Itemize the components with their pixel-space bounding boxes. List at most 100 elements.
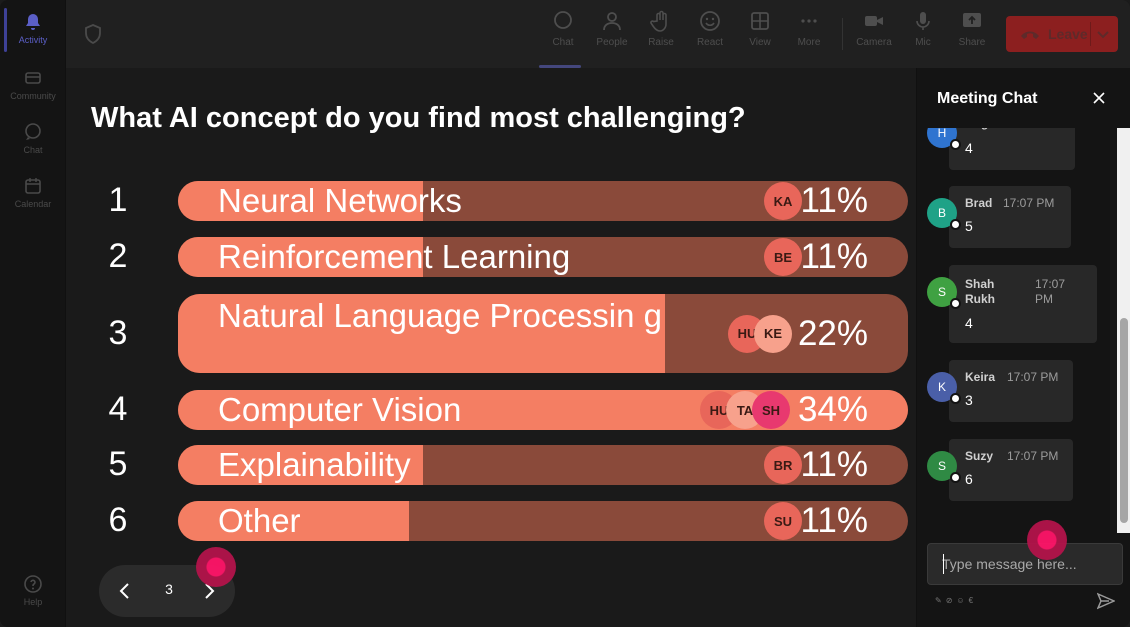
option-percent: 11% (800, 237, 868, 276)
chat-avatar: H (927, 128, 961, 150)
raise-button-label: Raise (648, 37, 674, 48)
option-result-fill (178, 501, 410, 541)
view-button[interactable]: View (738, 10, 782, 60)
send-icon[interactable] (1097, 592, 1115, 610)
rail-item-help[interactable]: Help (0, 566, 66, 618)
chat-message-text: 5 (965, 218, 973, 234)
rail-item-label: Activity (18, 35, 48, 45)
calendar-icon (25, 178, 41, 194)
chat-author: Suzy (965, 449, 994, 463)
voter-avatar: SH (752, 391, 790, 429)
chat-scrollbar[interactable] (1117, 128, 1130, 533)
voter-avatar: SU (764, 502, 802, 540)
chevron-left-icon[interactable] (115, 579, 135, 603)
poll-option-row: 1 Neural Networks KA 11% (66, 181, 916, 221)
close-icon[interactable] (1091, 90, 1107, 106)
leave-button[interactable]: Leave (1006, 16, 1118, 52)
chevron-down-icon[interactable] (1096, 27, 1110, 41)
gif-icon[interactable]: € (968, 596, 974, 605)
option-result-fill (178, 181, 423, 221)
chat-message-text: 3 (965, 392, 973, 408)
chat-message: Hugh 17:07 PM 4 (949, 128, 1075, 170)
rail-item-calendar[interactable]: Calendar (0, 168, 66, 220)
chat-icon (25, 123, 41, 140)
more-button[interactable]: More (787, 10, 831, 60)
rail-item-label: Community (10, 91, 56, 101)
attach-icon[interactable]: ⊘ (945, 596, 953, 605)
emoji-icon[interactable]: ☺ (956, 596, 965, 605)
text-caret (943, 554, 944, 574)
share-button-label: Share (958, 37, 986, 48)
share-button[interactable]: Share (950, 10, 994, 60)
chat-message-text: 4 (965, 315, 973, 331)
option-result-fill (178, 445, 423, 485)
shield-icon (85, 24, 101, 44)
chat-avatar-initial: S (937, 459, 946, 473)
option-number: 3 (108, 313, 128, 352)
chat-button[interactable]: Chat (539, 10, 585, 68)
option-result-bar: Explainability BR 11% (178, 445, 908, 485)
chat-avatar-initial: H (937, 128, 947, 140)
voter-avatar: KA (764, 182, 802, 220)
scrollbar-thumb[interactable] (1120, 318, 1128, 523)
presence-dot (950, 472, 961, 483)
voter-avatar: BR (764, 446, 802, 484)
rail-item-activity[interactable]: Activity (0, 4, 66, 56)
mic-button[interactable]: Mic (901, 10, 945, 60)
option-result-fill (178, 237, 423, 277)
option-number: 5 (108, 445, 128, 483)
presence-dot (950, 219, 961, 230)
leave-button-label: Leave (1048, 26, 1088, 42)
people-button[interactable]: People (590, 10, 634, 60)
poll-option-row: 3 Natural Language Processin g HU KE 22% (66, 294, 916, 373)
chat-avatar: S (927, 451, 961, 483)
chat-button-label: Chat (552, 37, 574, 48)
chat-timestamp: 17:07 PM (1007, 128, 1058, 130)
chat-avatar: S (927, 277, 961, 309)
people-button-label: People (596, 37, 628, 48)
chat-message: Suzy 17:07 PM 6 (949, 439, 1073, 501)
rail-item-chat[interactable]: Chat (0, 114, 66, 166)
rail-item-label: Calendar (14, 199, 52, 209)
poll-option-row: 6 Other SU 11% (66, 501, 916, 541)
camera-off-icon (865, 16, 883, 26)
format-toolbar: ✎ ⊘ ☺ € (935, 596, 973, 605)
left-rail: Activity Community Chat Calendar Help (0, 0, 66, 627)
chat-avatar-initial: B (937, 206, 946, 220)
camera-button-label: Camera (856, 37, 892, 48)
share-icon (963, 13, 981, 27)
chevron-right-icon[interactable] (199, 579, 219, 603)
option-result-fill (178, 294, 665, 373)
click-indicator (1027, 520, 1067, 560)
chat-author: Brad (965, 196, 993, 210)
chat-message-list: Hugh 17:07 PM 4 H Brad 17:07 PM 5 B Shah Rukh 17:… (917, 128, 1117, 533)
react-button[interactable]: React (688, 10, 732, 60)
chat-message-text: 4 (965, 140, 973, 156)
option-number: 6 (108, 501, 128, 539)
presence-dot (950, 139, 961, 150)
more-icon (801, 19, 817, 23)
rail-item-community[interactable]: Community (0, 60, 66, 112)
chat-timestamp: 17:07 PM (1007, 370, 1059, 384)
presence-dot (950, 298, 961, 309)
chat-timestamp: 17:07 PM (1007, 449, 1059, 463)
option-number: 2 (108, 237, 128, 275)
option-result-bar: Neural Networks KA 11% (178, 181, 908, 221)
chat-avatar: B (927, 198, 961, 230)
option-percent: 11% (800, 501, 868, 540)
bell-icon (26, 14, 40, 30)
chat-avatar-initial: S (937, 285, 946, 299)
chat-author: Shah Rukh (965, 277, 995, 306)
help-icon (24, 575, 42, 593)
voter-avatar: KE (754, 314, 792, 353)
presence-dot (950, 393, 961, 404)
format-icon[interactable]: ✎ (935, 596, 942, 605)
chat-message: Shah Rukh 17:07 PM 4 (949, 265, 1097, 343)
hang-up-icon (1021, 31, 1039, 39)
raise-hand-button[interactable]: Raise (639, 10, 683, 60)
camera-button[interactable]: Camera (852, 10, 896, 60)
poll-option-row: 4 Computer Vision HU TA SH 34% (66, 390, 916, 430)
chat-author: Keira (965, 370, 996, 384)
meeting-chat-panel: Meeting Chat Hugh 17:07 PM 4 H Brad 17:07 PM 5… (916, 68, 1130, 627)
chat-message-input[interactable] (927, 543, 1123, 585)
